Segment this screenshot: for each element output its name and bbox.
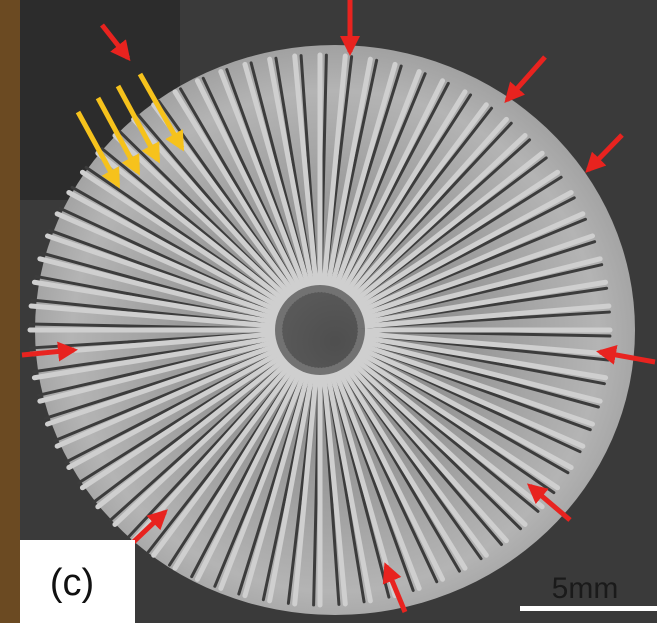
scale-bar <box>520 606 657 611</box>
adjacent-panel-edge <box>0 0 20 623</box>
photo: (c) 5mm <box>0 0 657 623</box>
page: (c) 5mm (() => { const data = JSON.parse… <box>0 0 657 623</box>
panel-label: (c) <box>50 562 94 604</box>
scale-bar-label: 5mm <box>552 572 619 605</box>
coral-center <box>275 285 365 375</box>
